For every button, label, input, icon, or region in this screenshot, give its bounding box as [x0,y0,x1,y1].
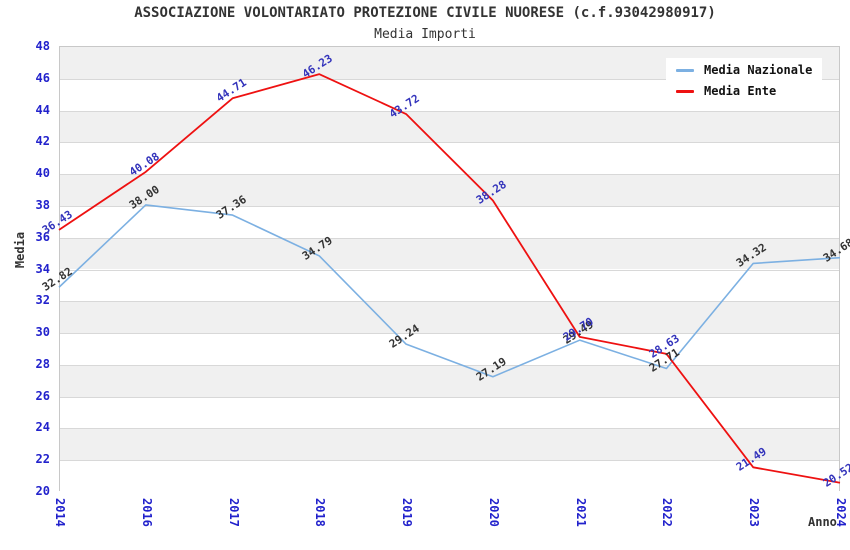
plot-band [60,460,839,492]
gridline [60,205,839,207]
legend-item-media-nazionale: Media Nazionale [676,63,812,77]
x-tick-label: 2024 [834,498,848,527]
x-tick-label: 2022 [660,498,675,527]
y-tick-label: 36 [35,229,50,244]
x-tick-label: 2021 [573,498,588,527]
gridline [60,364,839,366]
plot-band [60,269,839,302]
plot-band [60,301,839,334]
y-tick-label: 44 [35,102,50,117]
plot-band [60,333,839,365]
x-tick-label: 2023 [747,498,762,527]
gridline [60,142,839,144]
gridline [60,396,839,398]
y-tick-label: 38 [35,197,50,212]
x-tick-label: 2019 [400,498,415,527]
plot-band [60,174,839,206]
legend-item-media-ente: Media Ente [676,84,812,98]
plot-area [59,46,840,492]
y-tick-label: 48 [35,39,50,53]
y-tick-label: 32 [35,293,50,308]
y-tick-label: 40 [35,166,50,181]
legend-label-media-ente: Media Ente [704,84,777,98]
gridline [60,237,839,239]
legend-swatch-media-nazionale-icon [676,68,694,72]
x-axis-title: Anno [808,515,837,529]
plot-band [60,110,839,143]
gridline [60,428,839,430]
plot-band [60,396,839,429]
y-tick-label: 20 [35,484,50,498]
plot-band [60,237,839,270]
gridline [60,110,839,112]
plot-band [60,364,839,397]
legend-swatch-media-ente-icon [676,89,694,93]
y-tick-label: 34 [35,261,50,276]
chart-subtitle: Media Importi [374,27,476,42]
y-tick-label: 24 [35,420,50,435]
plot-band [60,428,839,461]
legend-label-media-nazionale: Media Nazionale [704,63,813,77]
gridline [60,174,839,176]
x-tick-label: 2017 [226,498,241,527]
y-tick-label: 22 [35,452,50,467]
y-tick-label: 28 [35,356,50,371]
y-tick-label: 42 [35,134,50,149]
y-tick-label: 30 [35,325,50,340]
x-tick-label: 2020 [486,498,501,527]
gridline [60,269,839,271]
legend: Media Nazionale Media Ente [666,58,823,104]
chart-title: ASSOCIAZIONE VOLONTARIATO PROTEZIONE CIV… [134,5,716,21]
gridline [60,460,839,462]
y-tick-label: 46 [35,70,50,85]
plot-band [60,142,839,175]
y-tick-label: 26 [35,388,50,403]
x-tick-label: 2016 [139,498,154,527]
gridline [60,333,839,335]
gridline [60,301,839,303]
plot-band [60,205,839,238]
x-tick-label: 2014 [53,498,67,527]
x-tick-label: 2018 [313,498,328,527]
